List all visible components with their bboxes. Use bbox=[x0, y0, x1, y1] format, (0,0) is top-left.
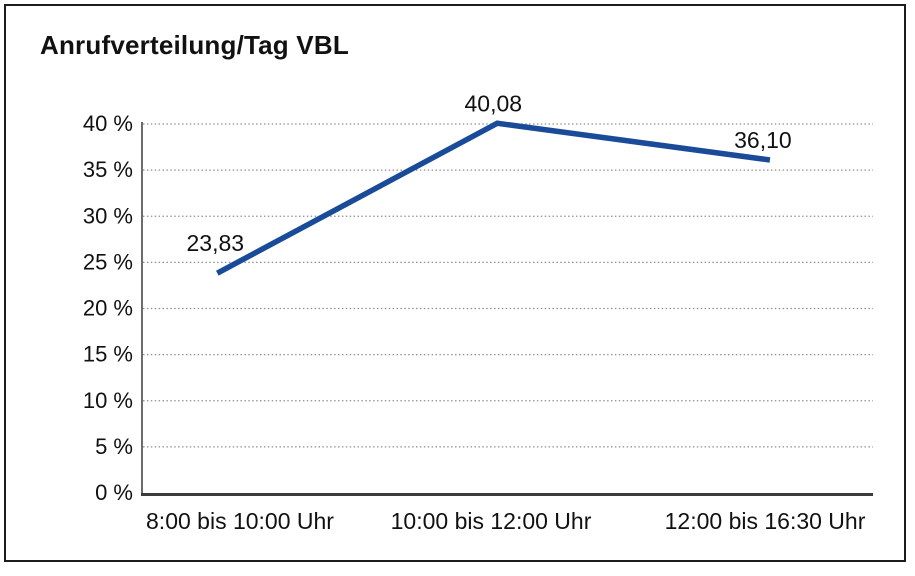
y-tick-label: 15 % bbox=[83, 342, 133, 367]
chart-border-frame bbox=[4, 4, 906, 562]
y-tick-label: 25 % bbox=[83, 249, 133, 274]
x-category-label: 10:00 bis 12:00 Uhr bbox=[391, 508, 592, 534]
chart-title: Anrufverteilung/Tag VBL bbox=[40, 30, 349, 60]
x-category-label: 8:00 bis 10:00 Uhr bbox=[146, 508, 334, 534]
y-tick-label: 5 % bbox=[95, 434, 133, 459]
data-line bbox=[215, 120, 771, 276]
x-category-label: 12:00 bis 16:30 Uhr bbox=[665, 508, 866, 534]
y-tick-label: 40 % bbox=[83, 111, 133, 136]
data-point-label: 40,08 bbox=[464, 90, 522, 116]
y-tick-label: 35 % bbox=[83, 157, 133, 182]
y-tick-label: 10 % bbox=[83, 388, 133, 413]
data-point-label: 36,10 bbox=[734, 127, 792, 153]
y-tick-label: 30 % bbox=[83, 203, 133, 228]
data-point-label: 23,83 bbox=[187, 230, 245, 256]
y-tick-label: 0 % bbox=[95, 480, 133, 505]
y-tick-label: 20 % bbox=[83, 296, 133, 321]
